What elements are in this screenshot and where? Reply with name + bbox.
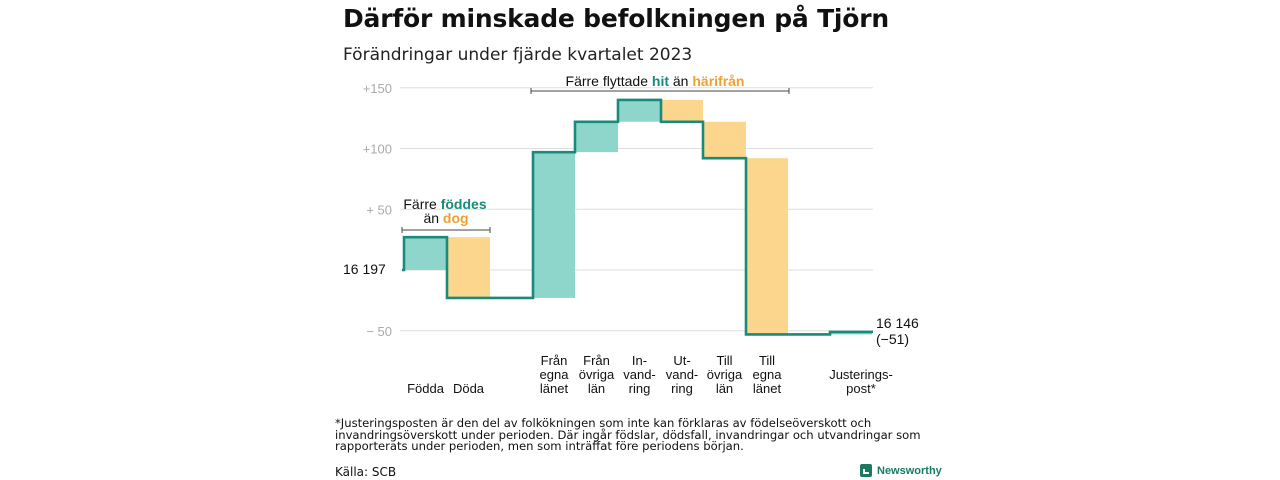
annotation-born-line1: Färre föddes — [403, 196, 486, 212]
annotation-born-line2: än dog — [423, 210, 468, 226]
x-category-label: Till — [716, 353, 732, 368]
footnote: *Justeringsposten är den del av folkökni… — [335, 416, 921, 453]
waterfall-bar — [618, 99, 661, 122]
y-tick-label: +150 — [363, 81, 392, 96]
source-label: Källa: SCB — [335, 465, 397, 479]
y-tick-label: + 50 — [366, 202, 392, 217]
waterfall-bar — [533, 152, 575, 298]
newsworthy-icon — [860, 464, 872, 477]
waterfall-line — [402, 98, 873, 336]
chart-title: Därför minskade befolkningen på Tjörn — [343, 4, 889, 33]
start-value-label: 16 197 — [343, 261, 386, 277]
chart-subtitle: Förändringar under fjärde kvartalet 2023 — [343, 45, 693, 65]
waterfall-bar — [746, 158, 788, 335]
x-category-label: länet — [753, 381, 782, 396]
waterfall-bar — [447, 237, 490, 298]
x-category-label: egna — [753, 367, 783, 382]
x-category-label: Från — [583, 353, 610, 368]
end-change-label: (−51) — [876, 331, 909, 347]
annotation-moved: Färre flyttade hit än härifrån — [566, 73, 745, 89]
waterfall-chart: +150 +100 + 50 − 50 16 197 16 146(−51) Färre f… — [343, 73, 919, 396]
waterfall-bar — [575, 121, 618, 153]
x-category-label: ring — [671, 381, 693, 396]
x-category-label: Justerings- — [829, 367, 893, 382]
y-tick-label: +100 — [363, 142, 392, 157]
x-category-label: övriga — [579, 367, 615, 382]
x-category-label: vand- — [666, 367, 699, 382]
x-category-label: egna — [540, 367, 570, 382]
x-category-label: övriga — [707, 367, 743, 382]
waterfall-bar — [703, 121, 746, 159]
x-category-label: Ut- — [673, 353, 690, 368]
x-category-label: Från — [541, 353, 568, 368]
x-category-label: post* — [846, 381, 876, 396]
y-tick-label: − 50 — [366, 324, 392, 339]
x-category-label: län — [716, 381, 733, 396]
end-value-label: 16 146 — [876, 315, 919, 331]
brand-name: Newsworthy — [877, 464, 942, 477]
x-category-label: ring — [629, 381, 651, 396]
waterfall-bar — [661, 99, 703, 122]
x-category-label: Döda — [453, 381, 485, 396]
x-category-label: In- — [632, 353, 647, 368]
x-category-label: länet — [540, 381, 569, 396]
x-category-label: vand- — [623, 367, 656, 382]
waterfall-bar — [404, 237, 447, 270]
brand-logo: Newsworthy — [860, 464, 942, 477]
x-category-label: län — [588, 381, 605, 396]
x-category-label: Födda — [407, 381, 445, 396]
x-category-label: Till — [759, 353, 775, 368]
